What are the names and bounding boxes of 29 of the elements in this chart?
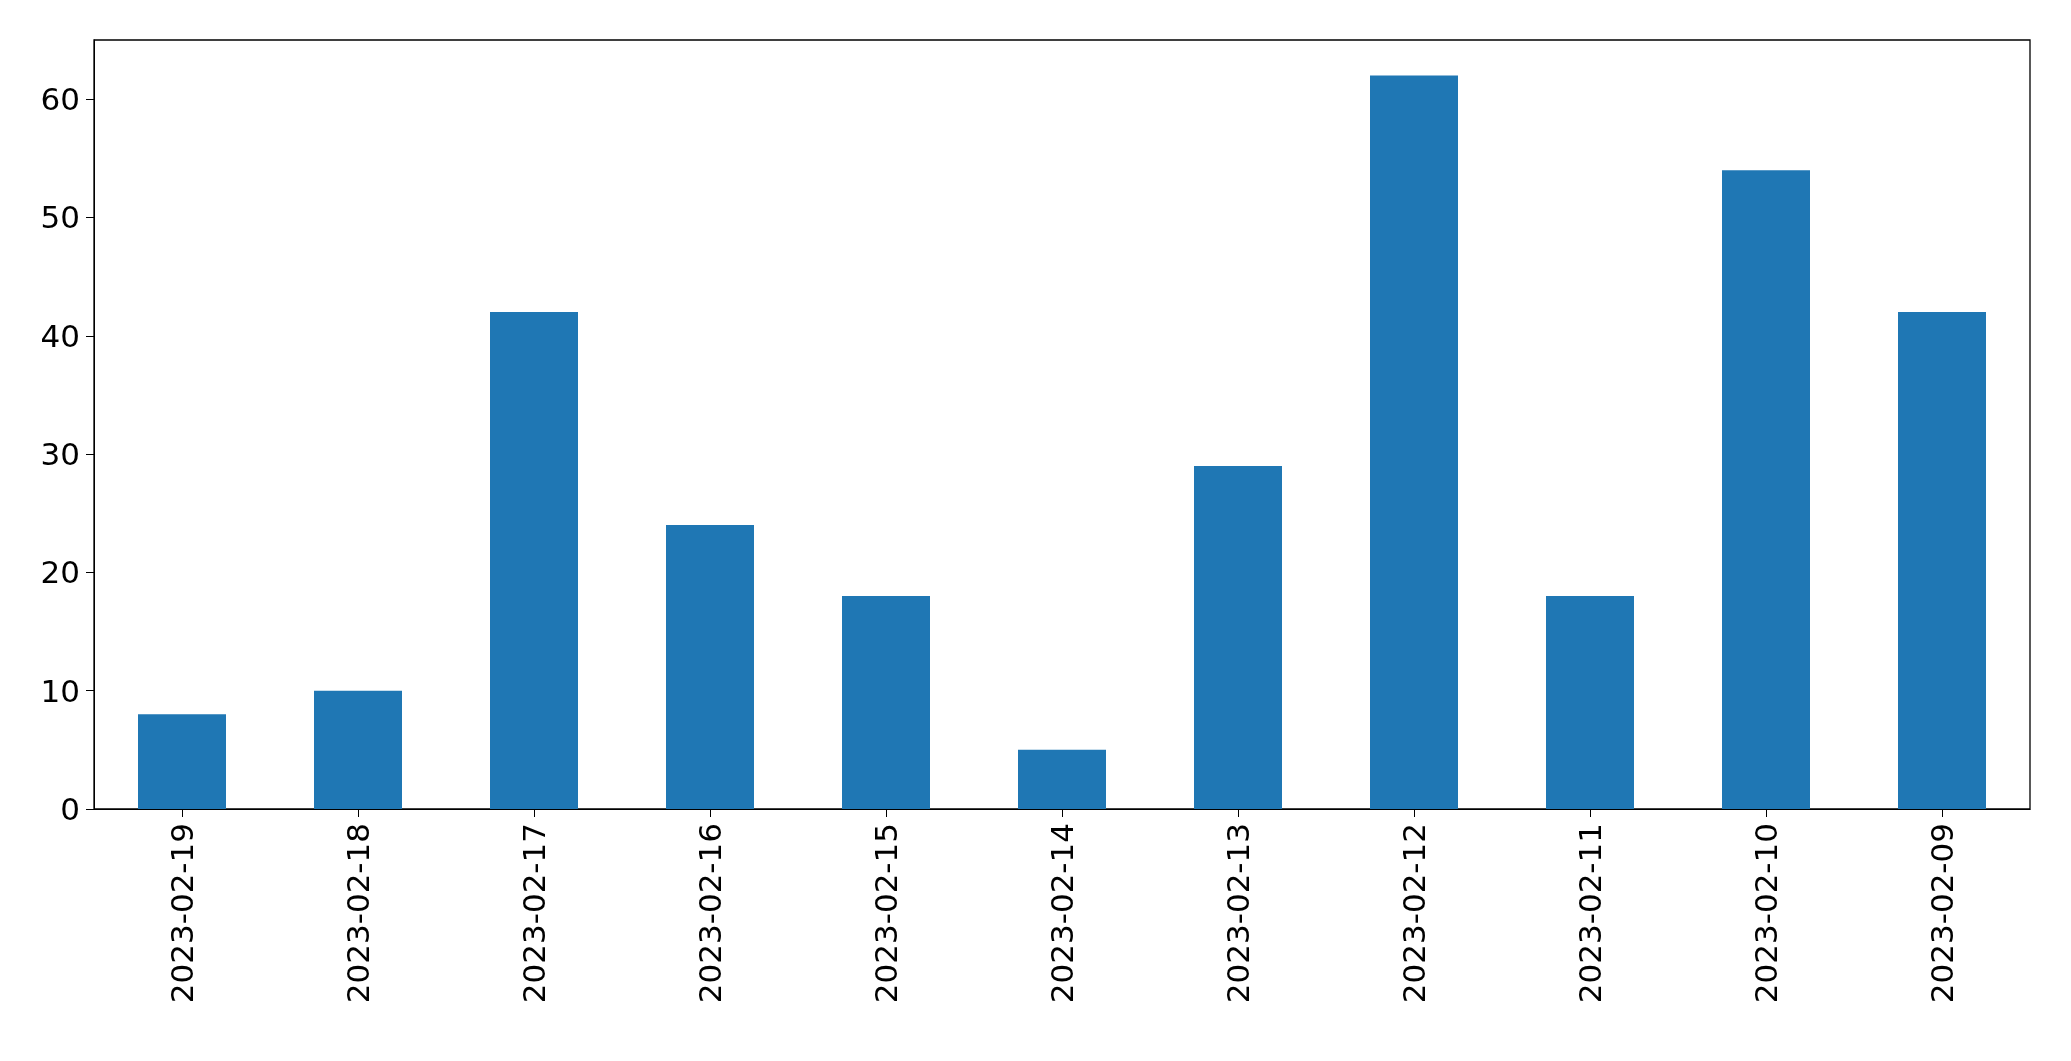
bar — [138, 714, 226, 809]
y-tick-label: 60 — [40, 81, 80, 118]
bar — [666, 525, 754, 809]
bar — [1722, 170, 1810, 809]
x-tick-label: 2023-02-13 — [1220, 823, 1256, 1004]
y-tick-label: 20 — [40, 554, 80, 591]
x-tick-label: 2023-02-18 — [340, 823, 376, 1004]
y-tick-label: 40 — [40, 317, 80, 354]
bar — [1018, 749, 1106, 809]
bar — [842, 596, 930, 809]
x-tick-label: 2023-02-16 — [692, 823, 728, 1004]
x-tick-label: 2023-02-10 — [1748, 823, 1784, 1004]
x-tick-label: 2023-02-11 — [1572, 823, 1608, 1004]
x-tick-label: 2023-02-09 — [1924, 823, 1960, 1004]
bar — [1898, 312, 1986, 809]
y-tick-label: 50 — [40, 199, 80, 236]
bar — [314, 690, 402, 809]
bar — [1546, 596, 1634, 809]
x-tick-label: 2023-02-19 — [164, 823, 200, 1004]
bar — [1370, 75, 1458, 809]
bar — [1194, 465, 1282, 809]
x-tick-label: 2023-02-17 — [516, 823, 552, 1004]
x-tick-label: 2023-02-15 — [868, 823, 904, 1004]
y-tick-label: 0 — [60, 791, 80, 827]
y-tick-label: 10 — [40, 672, 80, 709]
x-tick-label: 2023-02-12 — [1396, 823, 1432, 1004]
x-tick-label: 2023-02-14 — [1044, 823, 1080, 1004]
y-tick-label: 30 — [40, 436, 80, 473]
bar — [490, 312, 578, 809]
